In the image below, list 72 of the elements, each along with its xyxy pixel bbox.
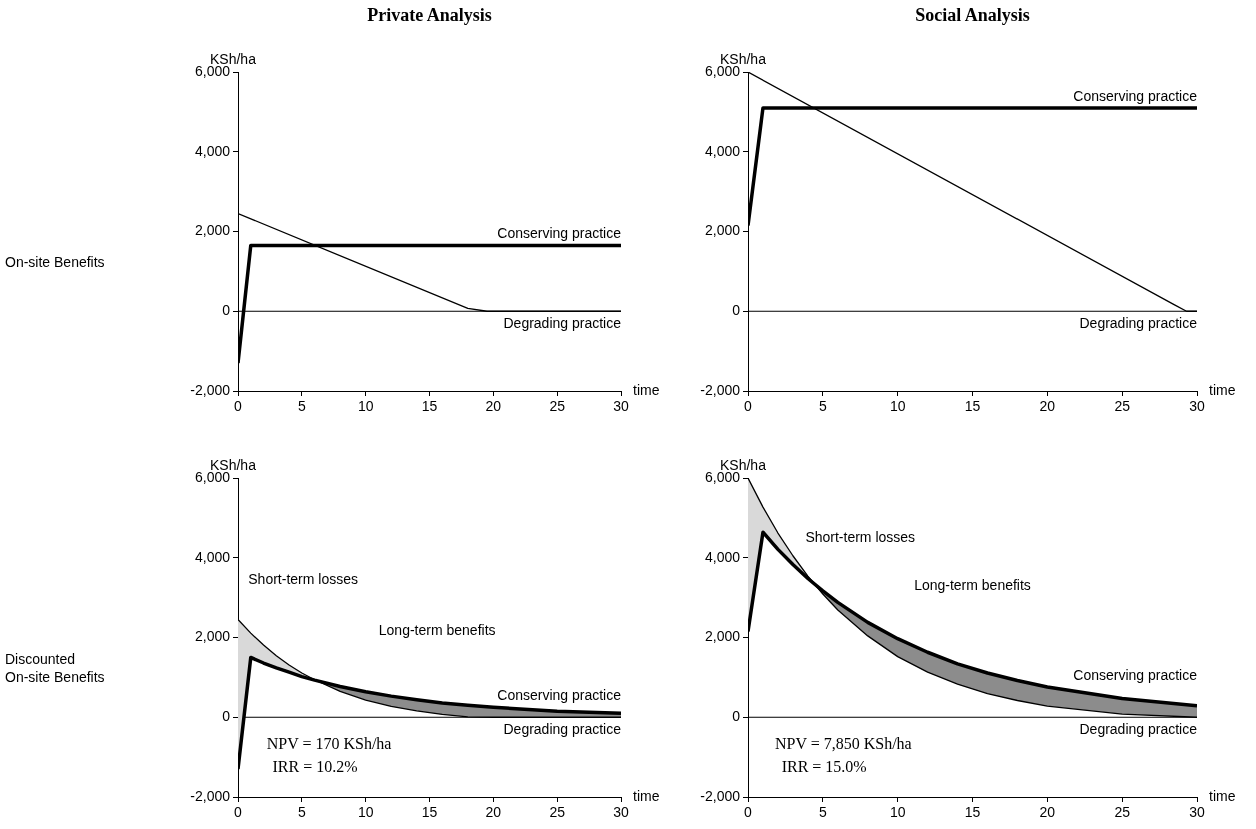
text: On-site Benefits [5, 254, 105, 271]
x-tick-label: 25 [549, 804, 566, 821]
y-axis-title: KSh/ha [720, 51, 767, 67]
annotation: NPV = 170 KSh/ha [266, 735, 392, 753]
x-tick-label: 30 [613, 804, 629, 821]
y-tick-label: 2,000 [704, 222, 741, 239]
x-tick-label: 20 [485, 804, 502, 821]
x-tick-label: 25 [1114, 804, 1131, 821]
x-tick-label: 15 [421, 804, 438, 821]
x-axis-title: time [633, 787, 660, 804]
x-tick-label: 0 [744, 398, 753, 415]
y-tick-label: 0 [222, 302, 231, 319]
x-tick-label: 5 [297, 804, 306, 821]
y-tick-label: 4,000 [704, 548, 741, 565]
y-tick-label: 4,000 [194, 548, 231, 565]
x-axis-title: time [633, 381, 660, 398]
y-axis-title: KSh/ha [210, 51, 257, 67]
x-tick-label: 10 [889, 398, 906, 415]
y-axis-title: KSh/ha [720, 457, 767, 473]
chart-title: Private Analysis [367, 4, 492, 25]
y-tick-label: 0 [732, 302, 741, 319]
series-label: Conserving practice [1073, 87, 1198, 104]
y-tick-label: -2,000 [700, 381, 741, 398]
x-tick-label: 25 [1114, 398, 1131, 415]
annotation: IRR = 15.0% [781, 758, 867, 776]
x-tick-label: 15 [964, 398, 981, 415]
x-tick-label: 20 [485, 398, 502, 415]
y-tick-label: -2,000 [700, 787, 741, 804]
x-tick-label: 5 [297, 398, 306, 415]
x-tick-label: 10 [357, 804, 374, 821]
y-tick-label: 4,000 [704, 142, 741, 159]
annotation: Long-term benefits [914, 577, 1031, 594]
series-label: Conserving practice [497, 687, 622, 704]
series-label: Degrading practice [1079, 721, 1198, 738]
x-tick-label: 10 [357, 398, 374, 415]
y-tick-label: 0 [222, 708, 231, 725]
x-tick-label: 20 [1039, 804, 1056, 821]
x-axis-title: time [1209, 381, 1236, 398]
x-tick-label: 15 [421, 398, 438, 415]
annotation: Short-term losses [248, 570, 358, 587]
y-tick-label: 2,000 [194, 628, 231, 645]
series-label: Degrading practice [1079, 315, 1198, 332]
x-tick-label: 0 [234, 398, 243, 415]
y-axis-title: KSh/ha [210, 457, 257, 473]
x-tick-label: 30 [613, 398, 629, 415]
x-tick-label: 5 [818, 398, 827, 415]
series-label: Conserving practice [1073, 666, 1198, 683]
annotation: NPV = 7,850 KSh/ha [774, 735, 912, 753]
x-tick-label: 30 [1189, 804, 1205, 821]
y-tick-label: 4,000 [194, 142, 231, 159]
annotation: Short-term losses [805, 529, 916, 546]
y-tick-label: 0 [732, 708, 741, 725]
x-tick-label: 15 [964, 804, 981, 821]
text: Discounted On-site Benefits [5, 651, 105, 686]
y-tick-label: -2,000 [190, 381, 231, 398]
annotation: IRR = 10.2% [272, 758, 358, 776]
x-tick-label: 30 [1189, 398, 1205, 415]
y-tick-label: -2,000 [190, 787, 231, 804]
x-tick-label: 20 [1039, 398, 1056, 415]
series-label: Degrading practice [503, 721, 622, 738]
y-tick-label: 2,000 [194, 222, 231, 239]
chart-title: Social Analysis [915, 4, 1030, 25]
x-tick-label: 0 [234, 804, 243, 821]
x-tick-label: 5 [818, 804, 827, 821]
y-tick-label: 2,000 [704, 628, 741, 645]
x-tick-label: 25 [549, 398, 566, 415]
annotation: Long-term benefits [378, 621, 496, 638]
series-label: Conserving practice [497, 225, 622, 242]
x-axis-title: time [1209, 787, 1236, 804]
series-label: Degrading practice [503, 315, 622, 332]
x-tick-label: 0 [744, 804, 753, 821]
x-tick-label: 10 [889, 804, 906, 821]
